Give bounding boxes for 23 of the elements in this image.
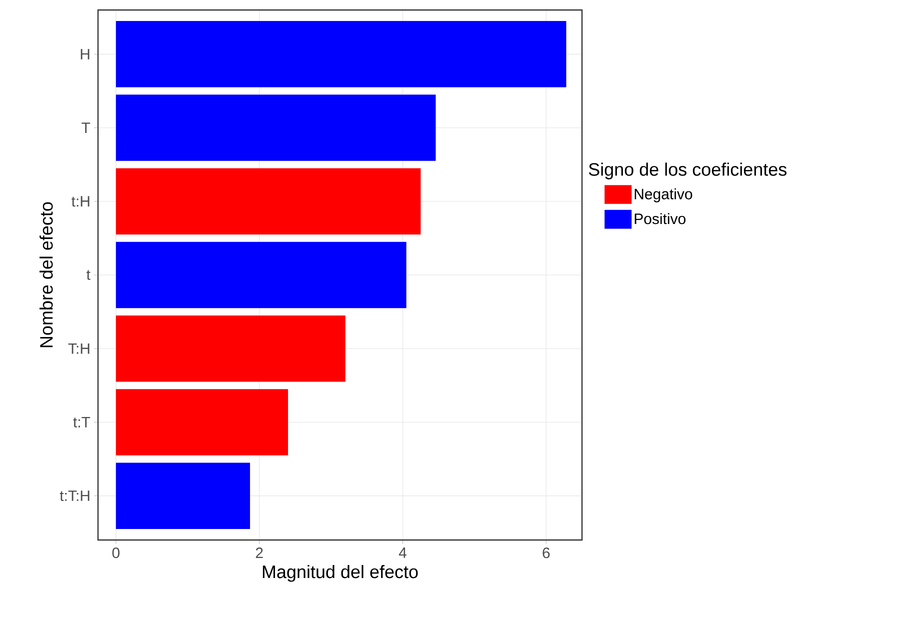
- legend-label: Positivo: [634, 213, 686, 224]
- y-tick-label: H: [80, 49, 90, 60]
- y-tick-label: t:H: [72, 196, 90, 207]
- x-tick-label: 2: [256, 548, 263, 558]
- y-tick-label: t: [86, 270, 90, 280]
- y-axis-title: Nombre del efecto: [40, 202, 53, 348]
- x-tick-label: 0: [112, 548, 120, 558]
- bar: [116, 315, 346, 382]
- x-axis-title: Magnitud del efecto: [262, 565, 418, 582]
- legend-title: Signo de los coeficientes: [588, 162, 787, 180]
- y-tick-label: T: [82, 122, 90, 133]
- bar: [116, 94, 436, 161]
- legend-label: Negativo: [634, 188, 692, 202]
- y-tick-label: T:H: [68, 343, 90, 354]
- y-tick-label: t:T: [73, 417, 90, 428]
- x-tick-label: 6: [542, 548, 550, 558]
- bar: [116, 21, 566, 88]
- bar: [116, 462, 250, 529]
- y-tick-label: t:T:H: [60, 490, 90, 502]
- bar: [116, 168, 421, 235]
- bar: [116, 242, 406, 308]
- bar: [116, 389, 288, 456]
- x-tick-label: 4: [398, 548, 406, 558]
